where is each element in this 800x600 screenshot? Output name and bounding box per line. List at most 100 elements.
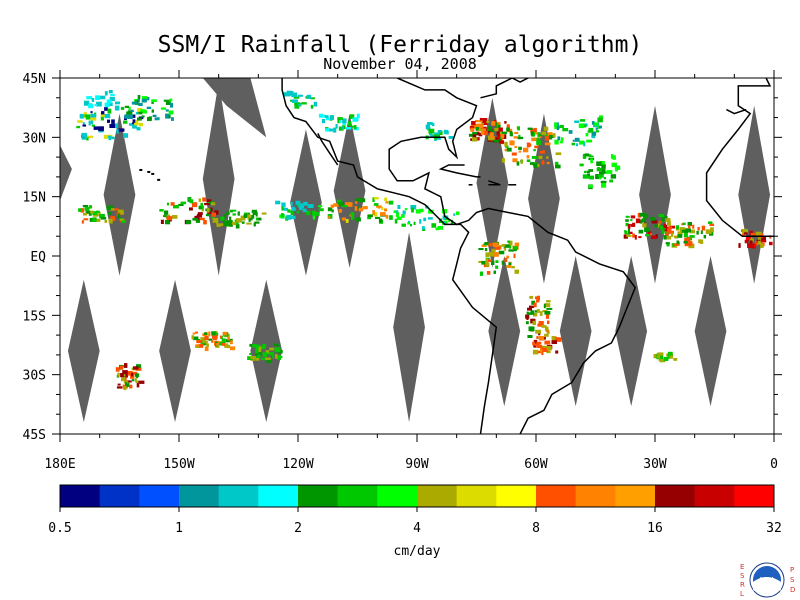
rainfall-pixel bbox=[601, 169, 606, 174]
rainfall-pixel bbox=[192, 217, 198, 221]
rainfall-pixel bbox=[94, 104, 98, 107]
rainfall-pixel bbox=[501, 244, 506, 247]
rainfall-pixel bbox=[684, 237, 689, 242]
rainfall-pixel bbox=[171, 215, 178, 219]
rainfall-pixel bbox=[509, 140, 515, 146]
rainfall-pixel bbox=[338, 209, 342, 213]
rainfall-pixel bbox=[535, 339, 538, 345]
noaa-esrl-psd-logo: E S R L P S D NOAA bbox=[740, 562, 795, 598]
rainfall-pixel bbox=[351, 216, 355, 219]
rainfall-pixel bbox=[189, 207, 193, 211]
rainfall-pixel bbox=[533, 163, 537, 168]
rainfall-pixel bbox=[98, 127, 104, 132]
rainfall-pixel bbox=[661, 218, 665, 222]
rainfall-pixel bbox=[136, 382, 140, 388]
rainfall-pixel bbox=[341, 204, 347, 208]
rainfall-pixel bbox=[590, 158, 593, 164]
rainfall-pixel bbox=[760, 240, 767, 243]
coastline bbox=[438, 164, 481, 178]
rainfall-pixel bbox=[634, 235, 637, 240]
colorbar-swatch bbox=[575, 485, 616, 507]
rainfall-pixel bbox=[103, 134, 108, 139]
rainfall-pixel bbox=[345, 219, 349, 223]
rainfall-pixel bbox=[517, 126, 520, 129]
rainfall-pixel bbox=[166, 202, 169, 206]
rainfall-pixel bbox=[700, 230, 703, 235]
rainfall-pixel bbox=[435, 227, 440, 231]
rainfall-pixel bbox=[110, 93, 115, 96]
rainfall-pixel bbox=[709, 223, 715, 226]
rainfall-pixel bbox=[697, 227, 700, 231]
rainfall-pixel bbox=[287, 93, 291, 97]
rainfall-pixel bbox=[188, 197, 191, 200]
rainfall-pixel bbox=[742, 232, 745, 236]
rainfall-pixel bbox=[255, 211, 258, 217]
rainfall-pixel bbox=[544, 142, 551, 146]
rainfall-pixel bbox=[487, 126, 492, 132]
colorbar-tick-label: 1 bbox=[175, 521, 183, 536]
rainfall-pixel bbox=[663, 356, 669, 361]
rainfall-pixel bbox=[117, 372, 120, 377]
rainfall-pixel bbox=[90, 111, 93, 114]
rainfall-pixel bbox=[125, 382, 128, 386]
rainfall-pixel bbox=[227, 338, 233, 342]
rainfall-pixel bbox=[83, 218, 89, 221]
rainfall-pixel bbox=[495, 126, 500, 130]
rainfall-pixel bbox=[265, 350, 270, 354]
rainfall-pixel bbox=[111, 119, 115, 124]
rainfall-pixel bbox=[552, 133, 556, 138]
rainfall-pixel bbox=[526, 155, 530, 159]
rainfall-pixel bbox=[677, 234, 683, 238]
rainfall-pixel bbox=[663, 235, 667, 240]
rainfall-pixel bbox=[378, 218, 383, 223]
rainfall-pixel bbox=[134, 123, 139, 126]
rainfall-pixel bbox=[480, 131, 485, 135]
rainfall-pixel bbox=[163, 99, 170, 102]
rainfall-pixel bbox=[749, 240, 753, 244]
rainfall-pixel bbox=[341, 126, 344, 130]
rainfall-pixel bbox=[437, 130, 442, 133]
colorbar-swatch bbox=[536, 485, 576, 507]
rainfall-pixel bbox=[191, 202, 198, 208]
rainfall-pixel bbox=[548, 135, 553, 140]
rainfall-pixel bbox=[297, 94, 303, 97]
rainfall-pixel bbox=[221, 338, 226, 344]
rainfall-pixel bbox=[261, 346, 266, 350]
rainfall-pixel bbox=[583, 141, 586, 147]
rainfall-pixel bbox=[192, 332, 196, 335]
rainfall-pixel bbox=[235, 224, 240, 229]
rainfall-pixel bbox=[504, 247, 507, 251]
rainfall-pixel bbox=[262, 352, 268, 357]
rainfall-pixel bbox=[495, 265, 499, 269]
colorbar-tick-label: 4 bbox=[413, 521, 421, 536]
rainfall-pixel bbox=[202, 197, 207, 202]
rainfall-pixel bbox=[130, 374, 135, 379]
rainfall-pixel bbox=[251, 209, 257, 213]
latitude-labels: 45N 30N 15N EQ 15S 30S 45S bbox=[23, 72, 47, 443]
rainfall-pixel bbox=[347, 121, 352, 124]
rainfall-pixel bbox=[531, 137, 537, 142]
rainfall-pixel bbox=[337, 117, 343, 120]
rainfall-pixel bbox=[81, 132, 88, 138]
rainfall-pixel bbox=[494, 245, 501, 250]
hawaii-island bbox=[151, 172, 155, 175]
rainfall-pixel bbox=[131, 114, 136, 118]
rainfall-pixel bbox=[526, 321, 529, 325]
rainfall-pixel bbox=[530, 128, 536, 133]
rainfall-pixel bbox=[546, 156, 549, 159]
rainfall-pixel bbox=[545, 313, 550, 319]
rainfall-pixel bbox=[251, 215, 255, 219]
rainfall-pixel bbox=[413, 221, 416, 225]
rainfall-pixel bbox=[492, 242, 499, 248]
rainfall-pixel bbox=[130, 109, 134, 112]
rainfall-pixel bbox=[222, 331, 227, 336]
rainfall-pixel bbox=[656, 354, 661, 359]
rainfall-pixel bbox=[180, 201, 187, 205]
rainfall-pixel bbox=[625, 222, 629, 227]
rainfall-pixel bbox=[121, 220, 126, 223]
rainfall-pixel bbox=[208, 338, 213, 341]
rainfall-pixel bbox=[298, 103, 301, 107]
rainfall-pixel bbox=[532, 349, 539, 355]
rainfall-pixel bbox=[295, 200, 301, 206]
rainfall-pixel bbox=[632, 233, 635, 238]
